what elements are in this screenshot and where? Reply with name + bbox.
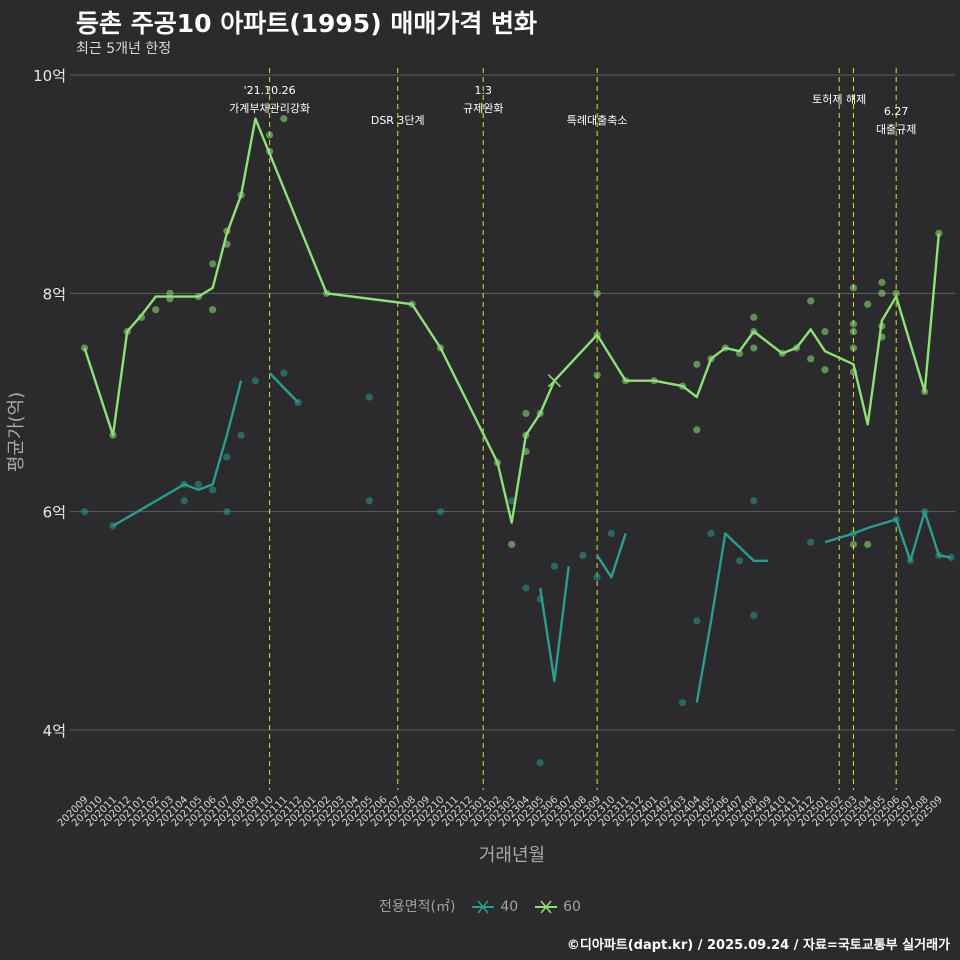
data-point-60 bbox=[750, 344, 758, 352]
series-line-40 bbox=[539, 566, 570, 683]
data-point-60 bbox=[892, 289, 900, 297]
data-point-60 bbox=[209, 306, 217, 314]
data-point-60 bbox=[849, 327, 858, 336]
data-point-40 bbox=[223, 508, 231, 516]
data-point-40 bbox=[180, 497, 188, 505]
data-point-40 bbox=[750, 497, 758, 505]
data-point-40 bbox=[750, 611, 758, 619]
y-axis-label: 평균가(억) bbox=[6, 392, 27, 472]
chart-subtitle: 최근 5개년 한정 bbox=[76, 41, 172, 57]
event-label: '21.10.26 bbox=[244, 84, 296, 97]
series-line-60 bbox=[83, 117, 941, 524]
data-point-60 bbox=[864, 300, 872, 308]
legend: 전용면적(㎡) 40 60 bbox=[0, 896, 960, 916]
data-point-40 bbox=[607, 529, 615, 538]
data-point-60 bbox=[280, 115, 288, 123]
data-point-60 bbox=[878, 289, 886, 297]
event-label: 토허제 해제 bbox=[812, 92, 866, 106]
data-point-40 bbox=[365, 497, 373, 505]
data-point-40 bbox=[579, 551, 587, 559]
legend-item-40: 40 bbox=[470, 899, 518, 915]
data-point-40 bbox=[807, 538, 815, 546]
source-caption: ©디아파트(dapt.kr) / 2025.09.24 / 자료=국토교통부 실… bbox=[566, 938, 950, 953]
data-point-60 bbox=[821, 327, 829, 336]
data-point-40 bbox=[536, 759, 544, 767]
data-point-40 bbox=[209, 486, 217, 494]
data-point-60 bbox=[522, 409, 530, 418]
data-point-60 bbox=[849, 344, 858, 352]
data-point-40 bbox=[693, 617, 701, 625]
y-tick-label: 4억 bbox=[43, 722, 66, 740]
data-point-60 bbox=[593, 371, 601, 379]
data-point-60 bbox=[864, 540, 872, 549]
x-axis-label: 거래년월 bbox=[479, 845, 545, 866]
data-point-60 bbox=[849, 284, 858, 292]
data-point-60 bbox=[807, 297, 815, 305]
data-point-60 bbox=[821, 366, 829, 374]
data-point-40 bbox=[365, 393, 373, 401]
event-label: DSR 3단계 bbox=[371, 114, 425, 127]
data-point-40 bbox=[947, 553, 955, 562]
data-point-60 bbox=[693, 426, 701, 434]
data-point-40 bbox=[80, 508, 89, 516]
data-point-60 bbox=[152, 306, 160, 314]
data-point-60 bbox=[935, 229, 943, 237]
data-point-60 bbox=[266, 131, 274, 139]
event-label: 가계부채관리강화 bbox=[229, 102, 310, 115]
data-point-40 bbox=[251, 377, 259, 385]
series-line-40 bbox=[268, 372, 299, 404]
data-point-40 bbox=[237, 431, 245, 439]
legend-label-40: 40 bbox=[500, 899, 519, 915]
data-point-40 bbox=[707, 529, 715, 538]
data-point-40 bbox=[223, 453, 231, 461]
y-tick-label: 6억 bbox=[43, 504, 66, 522]
data-point-60 bbox=[807, 355, 815, 363]
cross-marker bbox=[547, 374, 561, 388]
data-point-60 bbox=[508, 540, 516, 549]
price-line-chart: 4억 6억 8억 10억 '21.10.26 가계부채관리강화 DSR 3단계 1.3 규제완화… bbox=[6, 67, 955, 866]
data-point-60 bbox=[693, 360, 701, 368]
y-tick-label: 10억 bbox=[33, 67, 66, 85]
chart-title: 등촌 주공10 아파트(1995) 매매가격 변화 bbox=[76, 9, 538, 38]
series-line-40 bbox=[824, 510, 952, 562]
data-point-40 bbox=[508, 497, 516, 505]
legend-item-60: 60 bbox=[533, 899, 581, 915]
data-point-60 bbox=[750, 313, 758, 321]
data-point-60 bbox=[849, 320, 858, 328]
series-line-40 bbox=[112, 380, 243, 527]
event-label: 특례대출축소 bbox=[567, 114, 628, 127]
legend-label-60: 60 bbox=[563, 899, 581, 915]
event-label: 6.27 bbox=[884, 105, 909, 118]
y-tick-label: 8억 bbox=[43, 285, 66, 303]
event-label: 1.3 bbox=[474, 84, 492, 97]
legend-title: 전용면적(㎡) bbox=[379, 899, 456, 915]
data-point-60 bbox=[209, 260, 217, 268]
series-line-40 bbox=[695, 532, 768, 703]
data-point-40 bbox=[280, 369, 288, 377]
data-point-40 bbox=[194, 480, 203, 488]
series-line-40 bbox=[596, 533, 627, 579]
event-label: 대출규제 bbox=[876, 123, 916, 136]
data-point-40 bbox=[735, 557, 744, 565]
data-point-40 bbox=[678, 699, 687, 707]
legend-key-40-icon bbox=[471, 900, 494, 914]
legend-key-60-icon bbox=[534, 900, 557, 914]
data-point-60 bbox=[166, 289, 174, 297]
data-point-60 bbox=[849, 540, 858, 549]
data-point-40 bbox=[593, 573, 601, 581]
data-point-40 bbox=[550, 562, 559, 570]
data-point-40 bbox=[436, 508, 445, 516]
data-point-60 bbox=[878, 278, 886, 287]
data-point-60 bbox=[593, 289, 601, 297]
data-point-40 bbox=[522, 584, 530, 592]
event-label: 규제완화 bbox=[463, 102, 503, 115]
